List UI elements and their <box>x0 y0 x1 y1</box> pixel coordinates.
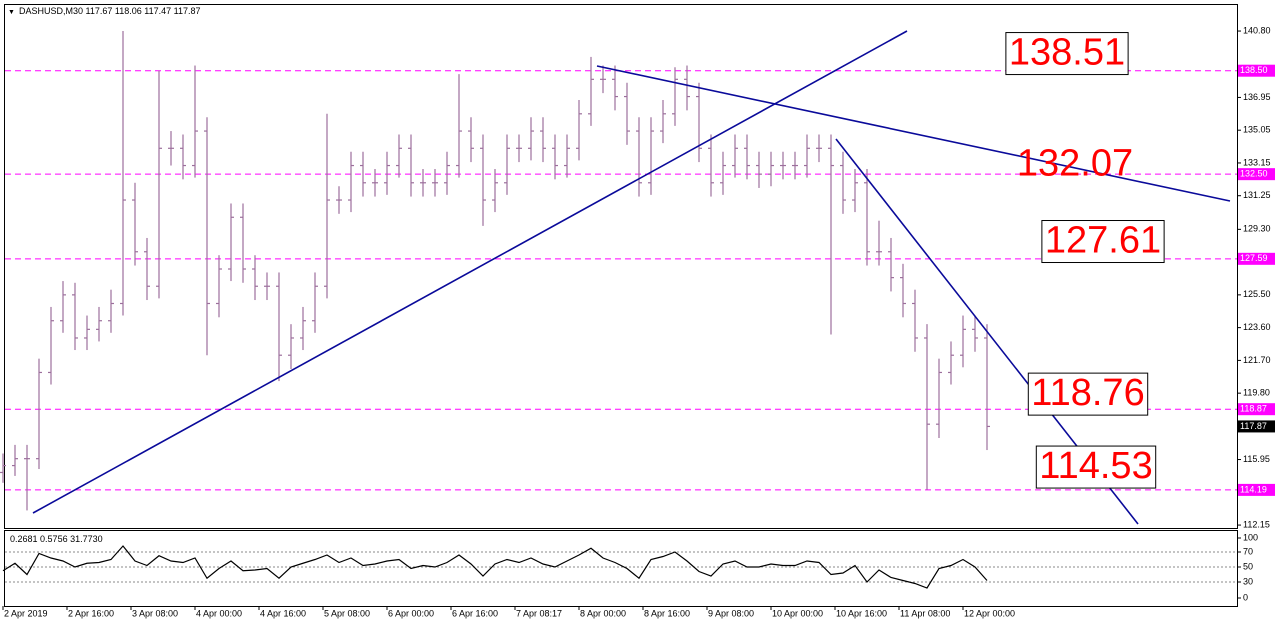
level-label-box <box>1238 64 1275 77</box>
x-tick-label: 5 Apr 08:00 <box>324 608 370 618</box>
last-close: 117.87 <box>174 6 201 16</box>
annotation-box <box>1041 220 1165 264</box>
level-label-box <box>1238 252 1275 265</box>
y-tick-label: 115.95 <box>1243 454 1270 464</box>
x-tick-label: 6 Apr 00:00 <box>388 608 434 618</box>
oscillator-line <box>2 545 988 589</box>
level-label-box <box>1238 403 1275 416</box>
annotation-box <box>1035 445 1157 489</box>
y-tick-label: 136.95 <box>1243 92 1271 102</box>
osc-value: 31.7730 <box>70 534 103 544</box>
level-label: 132.50 <box>1240 169 1268 179</box>
chart-header: DASHUSD,M30 117.67 118.06 117.47 117.87 <box>19 6 201 16</box>
y-tick-label: 140.80 <box>1243 25 1271 35</box>
x-tick-label: 8 Apr 16:00 <box>644 608 690 618</box>
current-price-box <box>1238 420 1275 433</box>
symbol: DASHUSD,M30 <box>19 6 83 16</box>
last-open: 117.67 <box>86 6 113 16</box>
annotation: 114.53 <box>1039 445 1152 487</box>
x-tick-label: 3 Apr 08:00 <box>132 608 178 618</box>
level-label-box <box>1238 168 1275 181</box>
main-frame <box>4 4 1238 529</box>
y-tick-label: 112.15 <box>1243 519 1270 529</box>
x-tick-label: 6 Apr 16:00 <box>452 608 498 618</box>
osc-value: 0.5756 <box>40 534 68 544</box>
oscillator-header: 0.2681 0.5756 31.7730 <box>10 534 103 544</box>
x-tick-label: 4 Apr 16:00 <box>260 608 306 618</box>
y-tick-label: 70 <box>1243 546 1253 556</box>
last-low: 117.47 <box>144 6 171 16</box>
y-tick-label: 131.25 <box>1243 190 1271 200</box>
annotation: 132.07 <box>1017 143 1133 185</box>
last-high: 118.06 <box>115 6 142 16</box>
x-tick-label: 10 Apr 16:00 <box>836 608 887 618</box>
trendline <box>32 30 908 514</box>
oscillator-frame <box>4 530 1238 607</box>
y-tick-label: 123.60 <box>1243 322 1271 332</box>
trendline <box>596 65 1231 202</box>
y-tick-label: 121.70 <box>1243 355 1271 365</box>
level-label: 114.19 <box>1240 484 1267 494</box>
x-tick-label: 9 Apr 08:00 <box>708 608 754 618</box>
annotation-box <box>1027 372 1149 416</box>
x-tick-label: 2 Apr 16:00 <box>68 608 114 618</box>
annotation: 127.61 <box>1045 220 1161 262</box>
y-tick-label: 135.05 <box>1243 125 1271 135</box>
y-tick-label: 50 <box>1243 561 1253 571</box>
x-tick-label: 4 Apr 00:00 <box>196 608 242 618</box>
annotation-box <box>1005 32 1129 76</box>
x-tick-label: 8 Apr 00:00 <box>580 608 626 618</box>
x-tick-label: 2 Apr 2019 <box>4 608 48 618</box>
x-tick-label: 7 Apr 08:17 <box>516 608 562 618</box>
menu-arrow: ▼ <box>8 9 15 16</box>
y-tick-label: 125.50 <box>1243 289 1271 299</box>
y-tick-label: 30 <box>1243 576 1253 586</box>
annotation: 118.76 <box>1031 372 1144 414</box>
y-tick-label: 133.15 <box>1243 157 1271 167</box>
level-label: 118.87 <box>1240 404 1267 414</box>
y-tick-label: 129.30 <box>1243 224 1271 234</box>
annotation: 138.51 <box>1009 32 1125 74</box>
osc-value: 0.2681 <box>10 534 38 544</box>
level-label: 138.50 <box>1240 65 1268 75</box>
y-tick-label: 119.80 <box>1243 388 1270 398</box>
level-label: 127.59 <box>1240 253 1268 263</box>
x-tick-label: 12 Apr 00:00 <box>964 608 1015 618</box>
level-label-box <box>1238 483 1275 496</box>
x-tick-label: 11 Apr 08:00 <box>900 608 950 618</box>
y-tick-label: 0 <box>1243 592 1248 602</box>
current-price-label: 117.87 <box>1240 421 1267 431</box>
y-tick-label: 100 <box>1243 532 1258 542</box>
x-tick-label: 10 Apr 00:00 <box>772 608 823 618</box>
